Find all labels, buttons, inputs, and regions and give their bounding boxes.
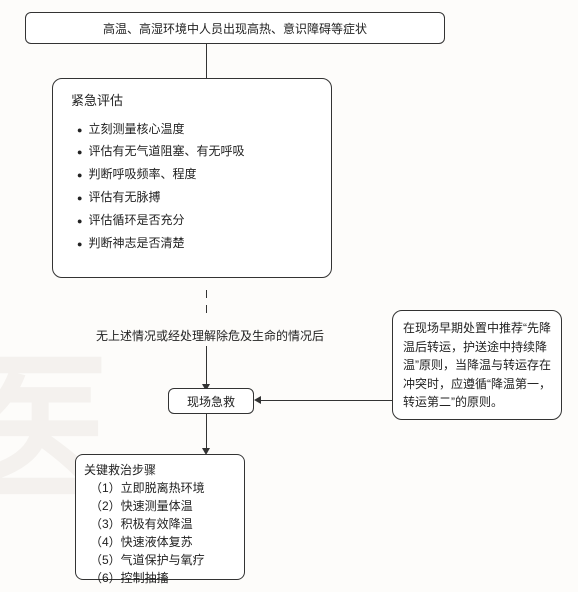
node-side-note: 在现场早期处置中推荐“先降温后转运，护送途中持续降温”原则，当降温与转运存在冲突… [392, 310, 562, 420]
assess-item: 评估有无气道阻塞、有无呼吸 [77, 140, 313, 163]
step-item: （2）快速测量体温 [90, 497, 236, 515]
connector [206, 305, 207, 313]
assess-item: 判断呼吸频率、程度 [77, 163, 313, 186]
node-start: 高温、高湿环境中人员出现高热、意识障碍等症状 [25, 12, 445, 44]
step-item: （5）气道保护与氧疗 [90, 551, 236, 569]
steps-title: 关键救治步骤 [84, 461, 236, 479]
node-assess: 紧急评估 立刻测量核心温度 评估有无气道阻塞、有无呼吸 判断呼吸频率、程度 评估… [52, 78, 332, 278]
arrow-left-icon [254, 396, 261, 404]
assess-list: 立刻测量核心温度 评估有无气道阻塞、有无呼吸 判断呼吸频率、程度 评估有无脉搏 … [77, 118, 313, 255]
start-text: 高温、高湿环境中人员出现高热、意识障碍等症状 [103, 22, 367, 36]
assess-item: 评估有无脉搏 [77, 186, 313, 209]
assess-item: 评估循环是否充分 [77, 209, 313, 232]
assess-item: 判断神志是否清楚 [77, 232, 313, 255]
node-steps: 关键救治步骤 （1）立即脱离热环境 （2）快速测量体温 （3）积极有效降温 （4… [75, 454, 245, 580]
step-item: （6）控制抽搐 [90, 569, 236, 587]
side-note-text: 在现场早期处置中推荐“先降温后转运，护送途中持续降温”原则，当降温与转运存在冲突… [403, 321, 551, 409]
connector [258, 400, 392, 401]
step-item: （3）积极有效降温 [90, 515, 236, 533]
assess-title: 紧急评估 [71, 89, 313, 114]
connector [206, 414, 207, 450]
after-text: 无上述情况或经处理解除危及生命的情况后 [96, 329, 324, 343]
step-item: （4）快速液体复苏 [90, 533, 236, 551]
connector [206, 346, 207, 388]
rescue-label: 现场急救 [187, 395, 235, 409]
connector [206, 44, 207, 78]
steps-list: （1）立即脱离热环境 （2）快速测量体温 （3）积极有效降温 （4）快速液体复苏… [90, 479, 236, 587]
step-item: （1）立即脱离热环境 [90, 479, 236, 497]
assess-item: 立刻测量核心温度 [77, 118, 313, 141]
connector [206, 290, 207, 298]
node-after-text: 无上述情况或经处理解除危及生命的情况后 [60, 327, 360, 344]
node-rescue: 现场急救 [168, 388, 254, 414]
